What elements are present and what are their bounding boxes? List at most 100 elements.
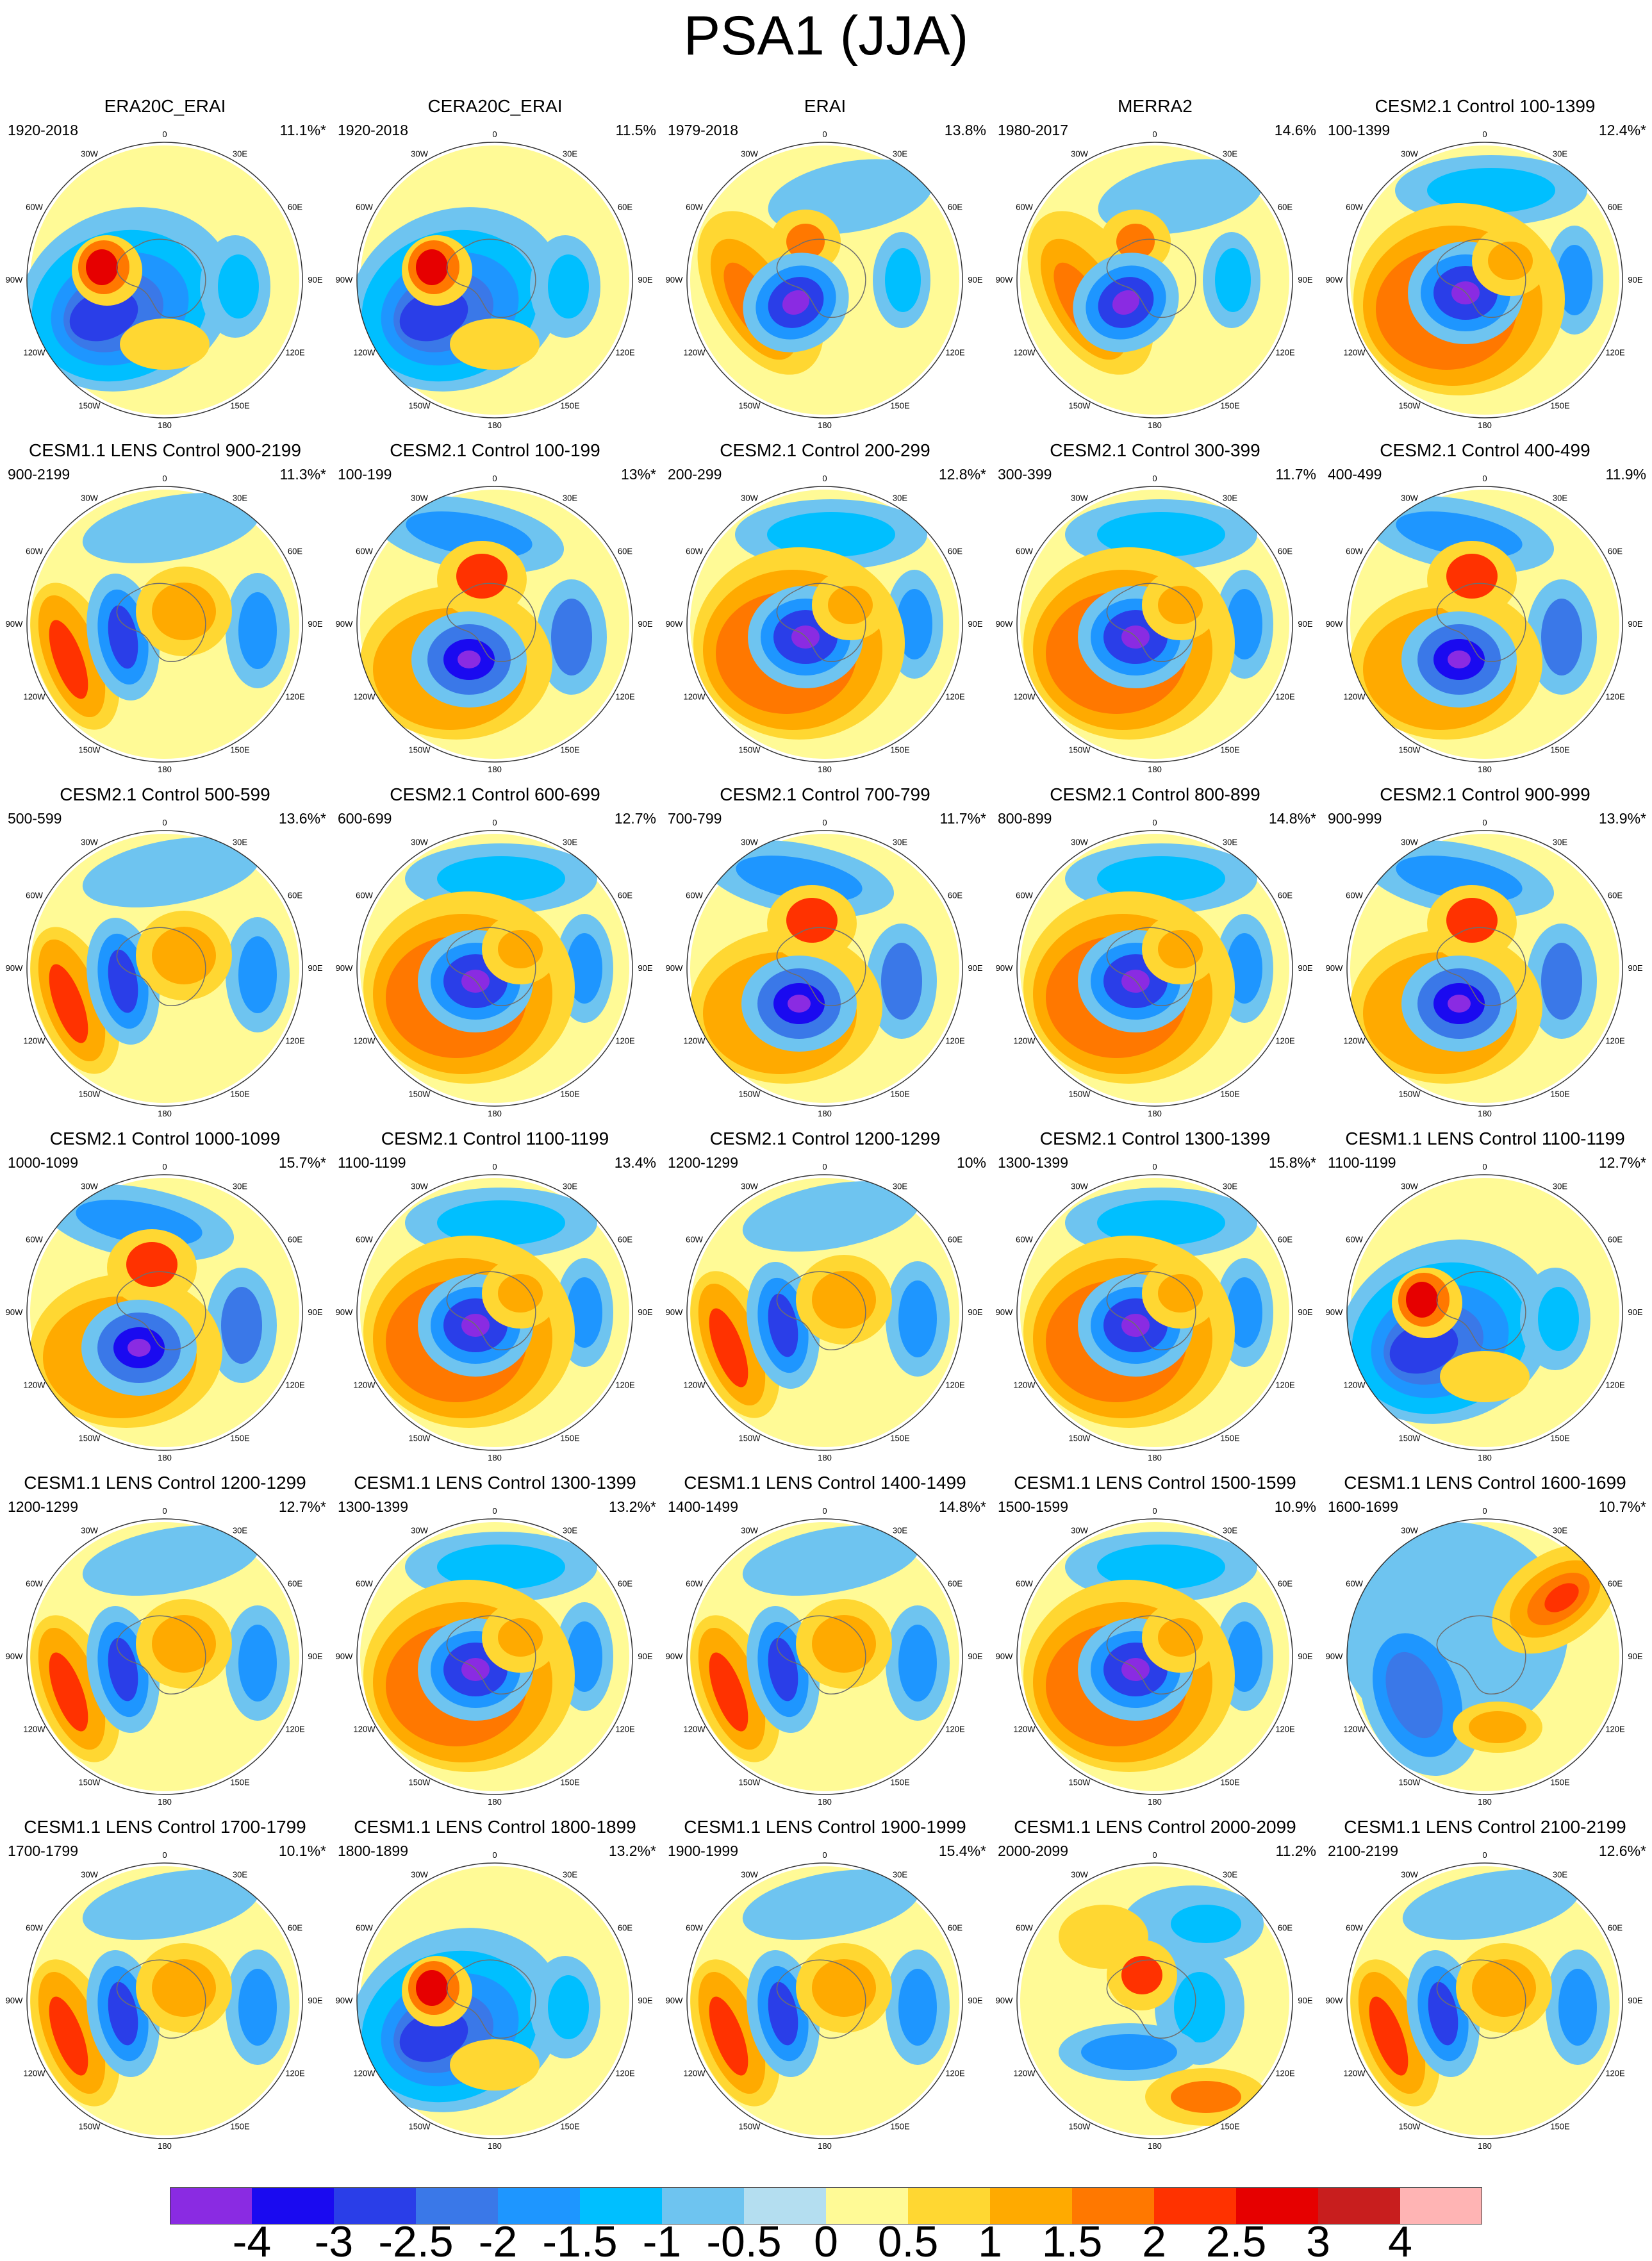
panel-period: 1920-2018 xyxy=(8,122,78,138)
map-panel: CESM1.1 LENS Control 1100-1199 1100-1199 1… xyxy=(1320,1129,1650,1472)
map-boundary xyxy=(26,1862,303,2139)
polar-map: 0 30E 60E 90E 120E 150E 180 150W 120W 90W 60W 30W xyxy=(6,1506,323,1807)
longitude-label: 30E xyxy=(233,1181,247,1191)
longitude-label: 150W xyxy=(1399,1434,1421,1443)
longitude-label: 150W xyxy=(1069,745,1091,755)
longitude-label: 90W xyxy=(6,1307,23,1317)
panel-title: CESM2.1 Control 1300-1399 xyxy=(1039,1129,1271,1148)
longitude-label: 90W xyxy=(336,963,353,973)
polar-map: 0 30E 60E 90E 120E 150E 180 150W 120W 90W 60W 30W xyxy=(6,1850,323,2151)
antarctica-coastline xyxy=(116,1959,206,2039)
map-boundary xyxy=(26,830,303,1107)
longitude-label: 150E xyxy=(230,2122,250,2132)
longitude-label: 60W xyxy=(1016,1235,1033,1245)
longitude-label: 60W xyxy=(686,547,703,556)
panel-title: CESM1.1 LENS Control 1400-1499 xyxy=(684,1473,966,1493)
panel-title: MERRA2 xyxy=(1118,96,1193,116)
longitude-label: 60W xyxy=(1346,891,1363,900)
longitude-label: 30E xyxy=(893,149,907,158)
longitude-label: 150W xyxy=(409,401,431,411)
panel-period: 1000-1099 xyxy=(8,1154,78,1171)
longitude-label: 180 xyxy=(158,1109,172,1118)
longitude-label: 150E xyxy=(1550,745,1570,755)
longitude-label: 150W xyxy=(1399,1778,1421,1787)
panel-period: 1200-1299 xyxy=(668,1154,738,1171)
antarctica-coastline xyxy=(1436,1271,1526,1350)
longitude-label: 90E xyxy=(968,963,982,973)
contour-region xyxy=(126,1242,178,1287)
contour-region xyxy=(1171,1905,1241,1943)
panel-title: CESM2.1 Control 300-399 xyxy=(1050,440,1260,460)
panel-variance: 12.7%* xyxy=(278,1498,326,1515)
longitude-label: 0 xyxy=(1152,1506,1157,1516)
map-boundary xyxy=(1016,1862,1293,2139)
contour-region xyxy=(1541,599,1582,675)
longitude-label: 30E xyxy=(1223,149,1237,158)
panel-title: CESM2.1 Control 1200-1299 xyxy=(709,1129,941,1148)
longitude-label: 30E xyxy=(563,493,577,502)
contour-region xyxy=(152,1615,216,1673)
longitude-label: 0 xyxy=(1482,1506,1487,1516)
contour-region xyxy=(1158,1618,1203,1657)
contour-region xyxy=(1446,898,1498,943)
contour-region xyxy=(238,592,277,669)
polar-map: 0 30E 60E 90E 120E 150E 180 150W 120W 90W 60W 30W xyxy=(336,129,653,430)
anomaly-field xyxy=(357,145,629,415)
polar-map: 0 30E 60E 90E 120E 150E 180 150W 120W 90W 60W 30W xyxy=(336,818,653,1118)
longitude-label: 150W xyxy=(1399,2122,1421,2132)
longitude-label: 120W xyxy=(684,1725,706,1734)
contour-region xyxy=(1227,589,1262,659)
longitude-label: 150E xyxy=(230,1434,250,1443)
contour-region xyxy=(566,933,602,1004)
longitude-label: 30W xyxy=(81,149,98,158)
polar-map: 0 30E 60E 90E 120E 150E 180 150W 120W 90W 60W 30W xyxy=(1326,474,1643,774)
map-boundary xyxy=(356,1862,633,2139)
contour-region xyxy=(742,1525,920,1596)
longitude-label: 90E xyxy=(1628,1996,1642,2005)
colorbar-swatch xyxy=(416,2187,498,2224)
anomaly-field xyxy=(1020,834,1289,1103)
antarctica-coastline xyxy=(1106,927,1196,1006)
panel-title: CERA20C_ERAI xyxy=(427,96,563,116)
longitude-label: 30E xyxy=(233,837,247,847)
panel-variance: 15.4%* xyxy=(938,1843,986,1859)
contour-region xyxy=(152,1959,216,2017)
antarctica-coastline xyxy=(116,927,206,1006)
map-panel: CESM2.1 Control 100-1399 100-1399 12.4%* 0 3… xyxy=(1320,96,1650,440)
longitude-label: 0 xyxy=(822,818,827,827)
polar-map: 0 30E 60E 90E 120E 150E 180 150W 120W 90W 60W 30W xyxy=(996,474,1313,774)
longitude-label: 150E xyxy=(230,401,250,411)
panel-variance: 11.7%* xyxy=(939,810,986,827)
longitude-label: 120W xyxy=(354,692,376,702)
longitude-label: 90E xyxy=(638,1996,652,2005)
longitude-label: 90E xyxy=(308,1307,322,1317)
contour-region xyxy=(49,1652,88,1732)
colorbar-swatch xyxy=(1072,2187,1154,2224)
longitude-label: 0 xyxy=(492,1850,497,1860)
longitude-label: 60E xyxy=(948,547,962,556)
anomaly-field xyxy=(1020,490,1289,759)
antarctica-coastline xyxy=(1106,1959,1196,2039)
longitude-label: 60E xyxy=(948,1579,962,1589)
longitude-label: 90E xyxy=(308,963,322,973)
colorbar-label: -2.5 xyxy=(378,2217,453,2259)
map-panel: CESM1.1 LENS Control 1700-1799 1700-1799 1… xyxy=(0,1817,330,2160)
antarctica-coastline xyxy=(116,1271,206,1350)
map-panel: CESM1.1 LENS Control 1200-1299 1200-1299 1… xyxy=(0,1473,330,1816)
longitude-label: 120W xyxy=(1344,1036,1366,1046)
antarctica-coastline xyxy=(446,1271,536,1350)
panel-variance: 13.2%* xyxy=(608,1498,656,1515)
panel-title: CESM2.1 Control 700-799 xyxy=(720,784,930,804)
longitude-label: 30W xyxy=(411,1181,428,1191)
map-panel: ERA20C_ERAI 1920-2018 11.1%* 0 30E 60E 90E 120E… xyxy=(0,96,330,440)
longitude-label: 30W xyxy=(1401,1869,1418,1879)
longitude-label: 0 xyxy=(492,818,497,827)
longitude-label: 30W xyxy=(81,493,98,502)
longitude-label: 30E xyxy=(1553,837,1567,847)
longitude-label: 60E xyxy=(618,891,632,900)
anomaly-field xyxy=(30,1522,299,1791)
panel-title: CESM1.1 LENS Control 1300-1399 xyxy=(354,1473,636,1493)
longitude-label: 120E xyxy=(285,1725,305,1734)
panel-period: 100-1399 xyxy=(1328,122,1391,138)
map-panel: CESM2.1 Control 100-199 100-199 13%* 0 30E 60… xyxy=(330,440,660,784)
